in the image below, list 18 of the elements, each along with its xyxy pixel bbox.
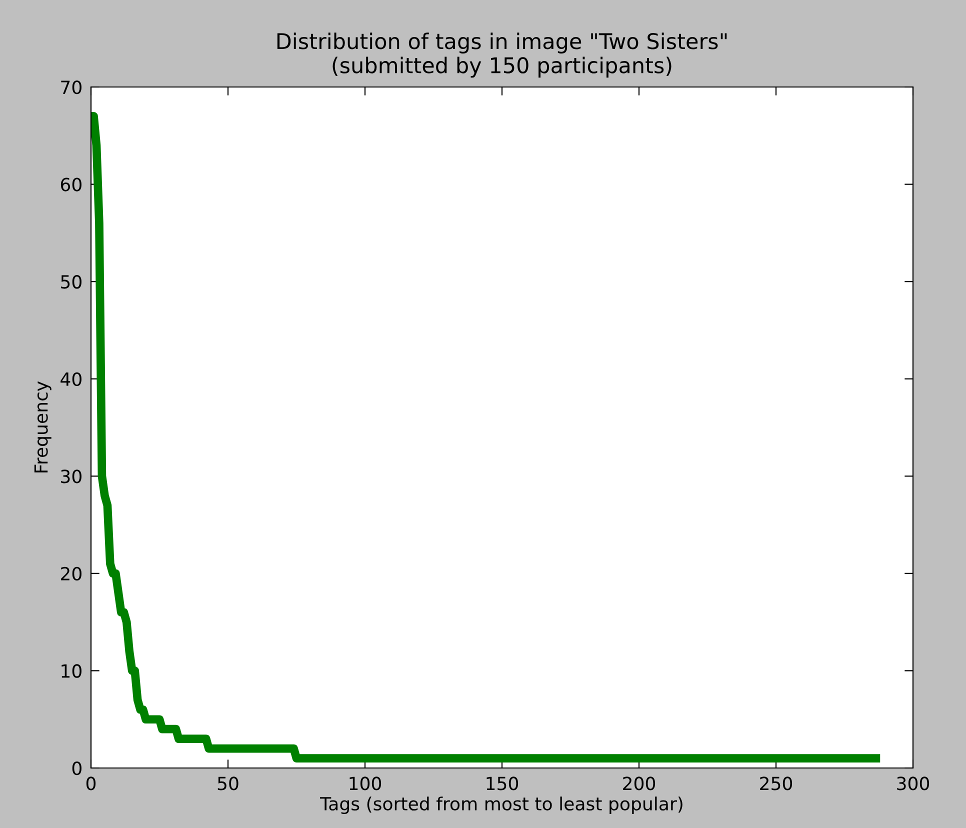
x-tick-label: 150 xyxy=(486,776,518,790)
y-tick-label: 10 xyxy=(62,664,82,678)
y-tick-label: 50 xyxy=(61,275,82,289)
x-axis-title: Tags (sorted from most to least popular) xyxy=(320,796,682,814)
x-tick-label: 200 xyxy=(623,776,656,790)
y-tick-label: 20 xyxy=(61,566,82,581)
x-tick-label: 50 xyxy=(218,776,238,790)
y-tick-label: 70 xyxy=(61,80,82,94)
chart-title: Distribution of tags in image "Two Sisters" (submitted by 150 participants) xyxy=(277,32,727,78)
x-tick-label: 300 xyxy=(897,776,930,790)
x-tick-label: 100 xyxy=(350,776,382,790)
y-tick-label: 0 xyxy=(72,761,82,776)
x-tick-label: 0 xyxy=(86,776,96,790)
y-tick-label: 60 xyxy=(60,178,82,192)
y-tick-label: 30 xyxy=(61,470,82,484)
y-axis-title: Frequency xyxy=(34,381,52,472)
y-tick-label: 40 xyxy=(60,372,82,386)
x-tick-label: 250 xyxy=(760,776,792,790)
